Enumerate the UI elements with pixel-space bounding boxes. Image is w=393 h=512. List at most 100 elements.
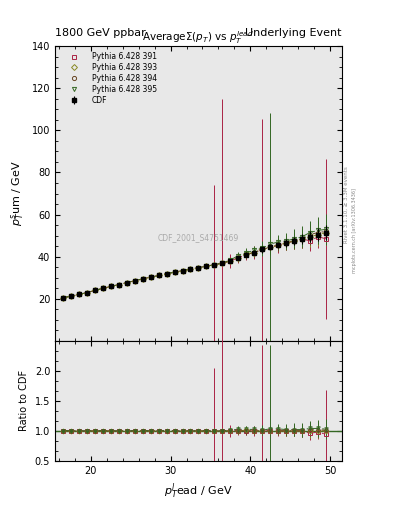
Pythia 6.428 394 — [220, 260, 225, 266]
Pythia 6.428 393 — [92, 287, 97, 293]
Pythia 6.428 391 — [252, 249, 257, 255]
Pythia 6.428 394 — [268, 244, 273, 250]
Pythia 6.428 391 — [164, 271, 169, 277]
Pythia 6.428 393 — [101, 285, 105, 291]
Pythia 6.428 391 — [132, 278, 137, 284]
Pythia 6.428 394 — [140, 276, 145, 282]
Pythia 6.428 395 — [284, 238, 288, 244]
Pythia 6.428 394 — [92, 287, 97, 293]
Pythia 6.428 391 — [92, 287, 97, 293]
Pythia 6.428 395 — [125, 280, 129, 286]
Pythia 6.428 394 — [212, 262, 217, 268]
Legend: Pythia 6.428 391, Pythia 6.428 393, Pythia 6.428 394, Pythia 6.428 395, CDF: Pythia 6.428 391, Pythia 6.428 393, Pyth… — [59, 50, 159, 107]
Pythia 6.428 393 — [61, 295, 65, 301]
Pythia 6.428 391 — [300, 236, 305, 242]
Pythia 6.428 391 — [196, 265, 201, 271]
Pythia 6.428 393 — [316, 231, 320, 238]
Pythia 6.428 393 — [276, 242, 281, 248]
Pythia 6.428 391 — [172, 269, 177, 275]
Pythia 6.428 391 — [84, 289, 89, 295]
Pythia 6.428 391 — [77, 291, 81, 297]
Pythia 6.428 393 — [228, 258, 233, 264]
Pythia 6.428 391 — [316, 233, 320, 240]
Pythia 6.428 393 — [212, 262, 217, 268]
Pythia 6.428 391 — [204, 263, 209, 269]
X-axis label: $p_T^{l\!}$ead / GeV: $p_T^{l\!}$ead / GeV — [164, 481, 233, 501]
Pythia 6.428 393 — [323, 229, 328, 236]
Line: Pythia 6.428 394: Pythia 6.428 394 — [61, 229, 328, 300]
Pythia 6.428 395 — [108, 283, 113, 289]
Pythia 6.428 391 — [116, 282, 121, 288]
Pythia 6.428 393 — [125, 280, 129, 286]
Pythia 6.428 393 — [308, 233, 312, 240]
Pythia 6.428 394 — [61, 295, 65, 301]
Pythia 6.428 391 — [156, 272, 161, 279]
Pythia 6.428 391 — [220, 260, 225, 266]
Pythia 6.428 395 — [132, 278, 137, 284]
Pythia 6.428 395 — [180, 268, 185, 274]
Pythia 6.428 394 — [276, 242, 281, 248]
Pythia 6.428 393 — [140, 276, 145, 282]
Pythia 6.428 393 — [292, 238, 296, 244]
Pythia 6.428 393 — [180, 268, 185, 274]
Text: Rivet 3.1.10, ≥ 3.3M events: Rivet 3.1.10, ≥ 3.3M events — [344, 166, 349, 243]
Title: Average$\Sigma(p_T)$ vs $p_T^{lead}$: Average$\Sigma(p_T)$ vs $p_T^{lead}$ — [143, 29, 254, 46]
Pythia 6.428 393 — [108, 283, 113, 289]
Pythia 6.428 394 — [101, 285, 105, 291]
Pythia 6.428 395 — [188, 266, 193, 272]
Pythia 6.428 393 — [116, 282, 121, 288]
Pythia 6.428 395 — [69, 293, 73, 299]
Pythia 6.428 393 — [172, 269, 177, 275]
Text: 1800 GeV ppbar: 1800 GeV ppbar — [55, 28, 146, 38]
Pythia 6.428 394 — [180, 268, 185, 274]
Pythia 6.428 391 — [61, 295, 65, 301]
Pythia 6.428 394 — [108, 283, 113, 289]
Pythia 6.428 393 — [84, 289, 89, 295]
Pythia 6.428 394 — [204, 263, 209, 269]
Text: CDF_2001_S4751469: CDF_2001_S4751469 — [158, 233, 239, 242]
Pythia 6.428 393 — [236, 254, 241, 261]
Pythia 6.428 395 — [92, 287, 97, 293]
Pythia 6.428 395 — [84, 289, 89, 295]
Pythia 6.428 394 — [84, 289, 89, 295]
Text: Underlying Event: Underlying Event — [245, 28, 342, 38]
Pythia 6.428 391 — [236, 254, 241, 261]
Pythia 6.428 393 — [164, 271, 169, 277]
Pythia 6.428 394 — [316, 229, 320, 236]
Pythia 6.428 395 — [196, 265, 201, 271]
Pythia 6.428 395 — [244, 249, 249, 255]
Pythia 6.428 393 — [156, 272, 161, 279]
Pythia 6.428 395 — [236, 252, 241, 259]
Pythia 6.428 394 — [116, 282, 121, 288]
Pythia 6.428 394 — [323, 228, 328, 234]
Pythia 6.428 393 — [77, 291, 81, 297]
Pythia 6.428 395 — [228, 257, 233, 263]
Pythia 6.428 394 — [188, 266, 193, 272]
Pythia 6.428 395 — [316, 227, 320, 233]
Line: Pythia 6.428 391: Pythia 6.428 391 — [61, 234, 328, 300]
Pythia 6.428 394 — [132, 278, 137, 284]
Pythia 6.428 391 — [188, 266, 193, 272]
Pythia 6.428 393 — [204, 263, 209, 269]
Pythia 6.428 393 — [69, 293, 73, 299]
Pythia 6.428 394 — [252, 249, 257, 255]
Pythia 6.428 395 — [77, 291, 81, 297]
Pythia 6.428 395 — [220, 260, 225, 266]
Pythia 6.428 395 — [116, 282, 121, 288]
Pythia 6.428 391 — [276, 242, 281, 248]
Pythia 6.428 393 — [188, 266, 193, 272]
Line: Pythia 6.428 393: Pythia 6.428 393 — [61, 230, 328, 300]
Pythia 6.428 395 — [212, 262, 217, 268]
Pythia 6.428 394 — [125, 280, 129, 286]
Pythia 6.428 393 — [268, 244, 273, 250]
Pythia 6.428 391 — [308, 238, 312, 244]
Pythia 6.428 395 — [323, 226, 328, 232]
Line: Pythia 6.428 395: Pythia 6.428 395 — [61, 227, 328, 300]
Pythia 6.428 395 — [260, 245, 264, 251]
Pythia 6.428 395 — [172, 269, 177, 275]
Pythia 6.428 395 — [300, 233, 305, 240]
Y-axis label: Ratio to CDF: Ratio to CDF — [19, 370, 29, 432]
Pythia 6.428 394 — [77, 291, 81, 297]
Pythia 6.428 395 — [252, 247, 257, 253]
Pythia 6.428 394 — [172, 269, 177, 275]
